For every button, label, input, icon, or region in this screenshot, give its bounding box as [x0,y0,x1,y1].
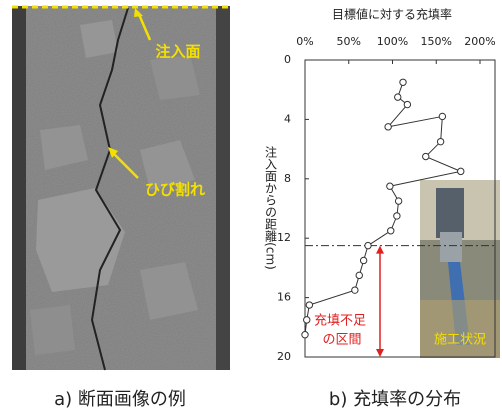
data-point [393,212,401,220]
data-point [438,112,447,121]
x-tick-label: 50% [337,35,361,48]
data-point [399,78,407,86]
data-point [364,241,372,250]
plot-frame [304,59,496,358]
x-tick-label: 150% [421,35,452,48]
data-point [403,100,412,109]
data-point [301,331,309,339]
data-point [387,227,395,235]
data-point [436,137,445,146]
annotation: 充填不足 [314,313,366,329]
x-tick-label: 200% [464,35,495,48]
data-point [457,167,465,176]
arrow-head [376,245,384,254]
arrow-head [376,349,384,357]
y-tick-label: 4 [284,112,291,125]
y-tick-label: 16 [277,291,291,304]
inset-photo [420,180,500,358]
data-point [384,123,392,131]
data-point [394,197,403,205]
y-tick-label: 20 [277,350,291,363]
y-tick-label: 0 [284,53,291,66]
y-axis-label: 注入面からの距離(cm) [264,145,278,270]
data-point [422,152,430,161]
annotation: 施工状況 [434,333,486,348]
data-point [359,256,368,265]
annotation: ひび割れ [145,181,205,199]
data-point [351,286,359,294]
x-tick-label: 0% [296,35,313,48]
y-tick-label: 12 [277,231,291,244]
annotation: の区間 [322,333,361,348]
data-point [303,316,311,324]
caption: a) 断面画像の例 [54,389,186,410]
y-tick-label: 8 [284,172,291,185]
annotation: 注入面 [155,43,200,61]
chart-title: 目標値に対する充填率 [332,7,452,22]
data-point [355,271,363,280]
data-point [386,182,394,190]
data-point [394,93,402,101]
ct-image [12,5,230,371]
data-point [305,301,314,309]
x-tick-label: 100% [377,35,408,48]
caption: b) 充填率の分布 [329,389,461,410]
